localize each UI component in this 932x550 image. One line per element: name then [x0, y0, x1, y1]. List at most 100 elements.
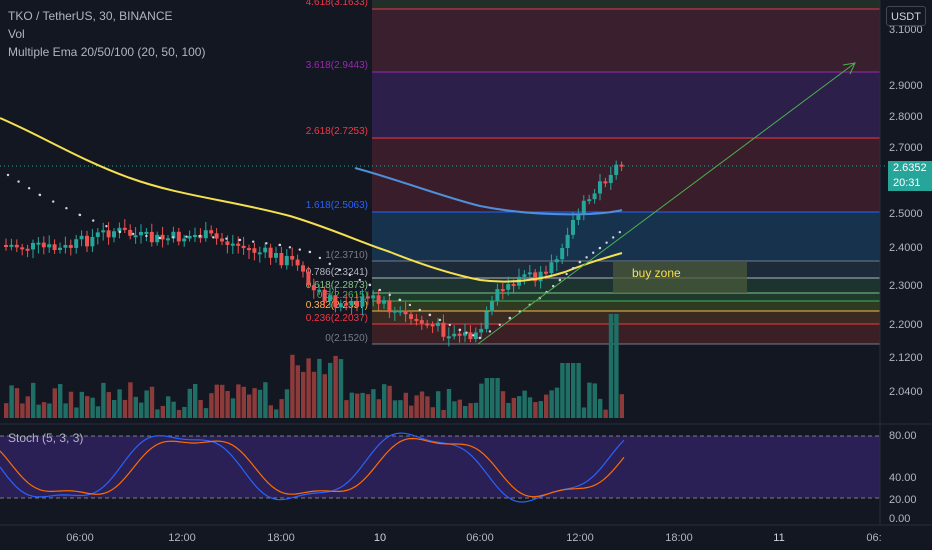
volume-bar — [306, 358, 311, 418]
volume-bar — [560, 363, 565, 418]
time-label: 18:00 — [267, 532, 295, 544]
volume-bar — [31, 382, 36, 418]
time-label: 12:00 — [566, 532, 594, 544]
projection-arrow-line[interactable] — [477, 62, 856, 345]
volume-bar — [14, 388, 20, 418]
ema-dot — [198, 234, 202, 238]
volume-bar — [58, 384, 63, 418]
price-label: 2.0400 — [889, 386, 923, 398]
candle-body — [425, 323, 430, 326]
ema-dot — [338, 268, 342, 272]
ema-dot — [65, 207, 68, 210]
volume-bar — [214, 384, 219, 418]
volume-bar — [436, 391, 441, 418]
volume-bar — [376, 399, 381, 418]
volume-legend[interactable]: Vol — [8, 27, 25, 41]
volume-bar — [311, 371, 317, 418]
ema-dot — [565, 272, 568, 276]
candle-body — [328, 295, 332, 302]
volume-bar — [122, 399, 128, 418]
fib-label-05: 0.5(2.2615) — [317, 290, 368, 301]
symbol-legend[interactable]: TKO / TetherUS, 30, BINANCE — [8, 9, 173, 23]
currency-badge[interactable]: USDT — [886, 6, 926, 26]
volume-bar — [68, 391, 74, 418]
ema-dot — [288, 246, 292, 249]
candle-body — [522, 274, 527, 277]
price-label: 2.3000 — [889, 280, 923, 292]
time-label: 06:00 — [66, 532, 94, 544]
time-label: 12:00 — [168, 532, 196, 544]
ema-dot — [598, 246, 602, 250]
candle-body — [41, 242, 46, 248]
buy-zone-box[interactable] — [613, 261, 747, 293]
volume-bar — [403, 392, 408, 418]
volume-bars — [4, 314, 624, 418]
price-label: 2.4000 — [889, 242, 923, 254]
ema-dot — [52, 200, 55, 203]
volume-bar — [338, 359, 344, 418]
volume-bar — [149, 386, 155, 418]
ema-dot — [618, 230, 621, 234]
volume-bar — [101, 382, 106, 418]
candle-body — [344, 303, 349, 306]
ema-dot — [278, 243, 282, 247]
buy-zone-label: buy zone — [632, 266, 681, 280]
candle-body — [68, 244, 73, 248]
volume-bar — [490, 378, 495, 418]
ema-dot — [92, 219, 95, 222]
candle-body — [14, 244, 19, 248]
candle-body — [549, 262, 554, 274]
candle-body — [85, 235, 89, 247]
volume-bar — [414, 395, 419, 418]
ema-dot — [578, 260, 582, 264]
candle-body — [533, 272, 538, 282]
ema-dot — [398, 298, 402, 302]
ema-legend[interactable]: Multiple Ema 20/50/100 (20, 50, 100) — [8, 45, 206, 59]
candle-body — [500, 289, 505, 292]
candle-body — [387, 300, 392, 313]
candle-body — [495, 289, 500, 301]
candle-body — [171, 231, 176, 239]
volume-bar — [36, 404, 41, 418]
volume-bar — [225, 391, 230, 418]
candle-body — [149, 231, 154, 243]
volume-bar — [166, 396, 171, 418]
candle-body — [193, 235, 197, 238]
price-label: 2.2000 — [889, 319, 923, 331]
fib-zone-0618 — [372, 293, 880, 301]
stoch-axis-label: 20.00 — [889, 494, 917, 506]
ema-dot — [458, 328, 462, 332]
volume-bar — [500, 391, 506, 418]
candle-body — [117, 227, 122, 232]
ema-dot — [478, 336, 482, 340]
stoch-axis-label: 80.00 — [889, 430, 917, 442]
fib-retracement-tool[interactable]: 4.618(3.1633) 3.618(2.9443) 2.618(2.7253… — [306, 0, 880, 345]
candle-body — [279, 253, 284, 266]
volume-bar — [344, 400, 349, 418]
candle-body — [338, 303, 343, 308]
candle-body — [511, 284, 516, 287]
candle-body — [614, 164, 619, 175]
candle-body — [608, 174, 613, 184]
candle-body — [101, 230, 106, 233]
stoch-legend[interactable]: Stoch (5, 3, 3) — [8, 431, 84, 445]
time-label: 06: — [866, 532, 881, 544]
candle-body — [58, 247, 62, 251]
volume-bar — [592, 383, 597, 418]
volume-bar — [52, 388, 57, 418]
volume-bar — [95, 406, 101, 418]
ema-dot — [448, 323, 451, 327]
volume-bar — [554, 387, 560, 418]
volume-bar — [263, 382, 268, 418]
ema-dot — [212, 236, 215, 239]
volume-bar — [571, 363, 576, 418]
ema-dot — [418, 308, 421, 312]
volume-bar — [106, 392, 111, 418]
stoch-axis-label: 0.00 — [889, 513, 910, 525]
volume-bar — [619, 394, 624, 418]
ema-dot — [185, 235, 188, 238]
stoch-axis-label: 40.00 — [889, 472, 917, 484]
candle-body — [79, 235, 84, 240]
ema-dot — [158, 236, 162, 240]
